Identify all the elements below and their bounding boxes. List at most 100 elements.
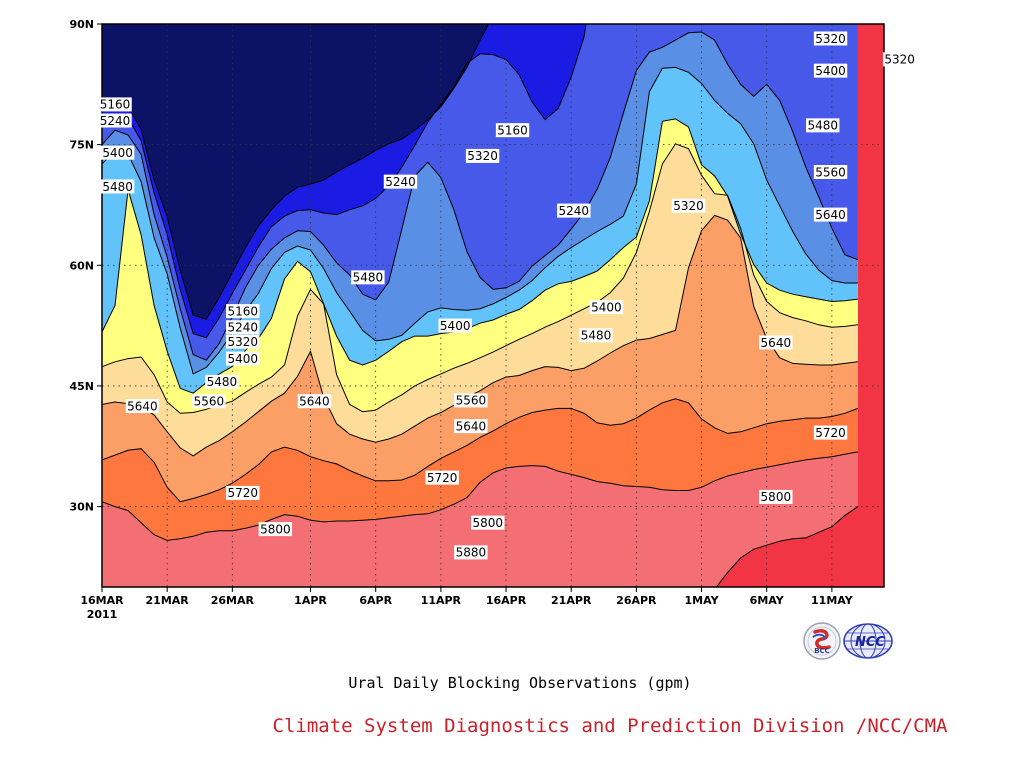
contour-label-box <box>125 399 160 414</box>
contour-label: 5480 <box>806 118 840 133</box>
contour-line-5880 <box>715 506 859 587</box>
x-tick-label: 21APR <box>551 594 592 607</box>
contour-label: 5320 <box>671 198 706 213</box>
y-tick-label: 75N <box>69 139 94 152</box>
contour-label-box <box>100 145 135 160</box>
contour-label-text: 5640 <box>456 419 487 433</box>
contour-line-5560 <box>102 143 858 414</box>
contour-line-5160 <box>102 24 490 320</box>
contour-label-box <box>98 113 132 128</box>
contour-label-text: 5240 <box>385 175 416 189</box>
contour-label: 5640 <box>125 399 160 414</box>
y-tick-label: 45N <box>69 380 94 393</box>
contour-label-box <box>813 164 848 179</box>
x-tick-label: 6MAY <box>750 594 785 607</box>
contour-label-text: 5400 <box>227 352 258 366</box>
contour-label-box <box>226 351 260 366</box>
x-tick-year: 2011 <box>87 608 118 621</box>
contour-label-text: 5480 <box>807 119 838 133</box>
contour-label-box <box>98 97 132 112</box>
contour-label: 5640 <box>454 419 488 434</box>
contour-label-box <box>471 515 505 530</box>
y-axis-ticks: 30N 45N 60N 75N 90N <box>69 18 102 514</box>
contour-label: 5480 <box>351 270 385 285</box>
contour-label-box <box>759 489 793 504</box>
contour-label-box <box>671 198 706 213</box>
contour-label-text: 5160 <box>497 123 528 137</box>
contour-label-box <box>226 320 260 335</box>
contour-label-box <box>759 335 793 350</box>
contour-label-text: 5240 <box>227 321 258 335</box>
contour-label-box <box>454 419 488 434</box>
x-tick-label: 16MAR <box>80 594 124 607</box>
x-tick-label: 26APR <box>616 594 657 607</box>
contour-label-box <box>495 123 530 138</box>
contour-label-box <box>806 118 840 133</box>
contour-line-5800 <box>102 451 858 541</box>
contour-label-text: 5480 <box>207 375 238 389</box>
y-tick-label: 60N <box>69 259 94 272</box>
contour-label-text: 5320 <box>227 335 258 349</box>
contour-label-text: 5800 <box>473 516 504 530</box>
contour-label-text: 5480 <box>581 329 612 343</box>
contour-label-text: 5240 <box>100 114 131 128</box>
contour-label: 5320 <box>813 31 848 46</box>
contour-label: 5640 <box>813 207 848 222</box>
contour-label-box <box>425 470 459 485</box>
contour-label-text: 5720 <box>815 426 846 440</box>
contour-label-text: 5320 <box>884 53 915 67</box>
contour-label-box <box>589 300 624 315</box>
contour-label: 5320 <box>882 52 917 67</box>
contour-label: 5320 <box>226 334 260 349</box>
contour-fills <box>102 24 884 587</box>
contour-label-box <box>192 394 226 409</box>
contour-labels: 5160524054005480564051605240532054005480… <box>98 31 917 560</box>
contour-label: 5480 <box>205 374 239 389</box>
contour-label-box <box>813 31 848 46</box>
contour-label-text: 5400 <box>102 146 133 160</box>
contour-label-text: 5640 <box>761 336 792 350</box>
contour-label-text: 5640 <box>815 208 846 222</box>
x-tick-label: 1MAY <box>685 594 720 607</box>
x-tick-label: 1APR <box>294 594 327 607</box>
contour-label-box <box>813 63 848 78</box>
contour-label: 5800 <box>258 522 293 537</box>
credit-line: Climate System Diagnostics and Predictio… <box>273 715 948 737</box>
svg-text:BCC: BCC <box>814 647 830 655</box>
contour-label: 5160 <box>495 123 530 138</box>
contour-label-box <box>579 328 613 343</box>
contour-label-text: 5160 <box>100 98 131 112</box>
contour-label-text: 5480 <box>102 180 133 194</box>
contour-label-text: 5560 <box>194 395 225 409</box>
contour-label: 5640 <box>297 394 332 409</box>
contour-label-text: 5320 <box>673 199 704 213</box>
contour-label-text: 5800 <box>260 522 291 536</box>
contour-line-5640 <box>102 214 858 457</box>
contour-label-box <box>813 425 848 440</box>
chart-caption: Ural Daily Blocking Observations (gpm) <box>348 674 691 692</box>
contour-label: 5480 <box>579 328 613 343</box>
contour-label: 5720 <box>425 470 459 485</box>
contour-label-text: 5320 <box>467 149 498 163</box>
contour-label-box <box>813 207 848 222</box>
ncc-logo: NCC <box>843 623 893 659</box>
contour-label-text: 5240 <box>559 204 590 218</box>
contour-label-text: 5560 <box>456 394 487 408</box>
contour-label: 5400 <box>226 351 260 366</box>
contour-label: 5720 <box>813 425 848 440</box>
contour-label: 5320 <box>465 148 500 163</box>
contour-label: 5400 <box>438 318 472 333</box>
contour-label-box <box>454 393 488 408</box>
contour-label: 5240 <box>98 113 132 128</box>
plot-frame <box>101 23 885 588</box>
contour-label-box <box>351 270 385 285</box>
contour-label-text: 5400 <box>591 300 622 314</box>
contour-label-text: 5560 <box>815 165 846 179</box>
contour-label-box <box>226 485 260 500</box>
contour-label-box <box>258 522 293 537</box>
contour-line-5240 <box>102 24 587 339</box>
contour-label-text: 5480 <box>353 271 384 285</box>
contour-label-box <box>226 304 260 319</box>
